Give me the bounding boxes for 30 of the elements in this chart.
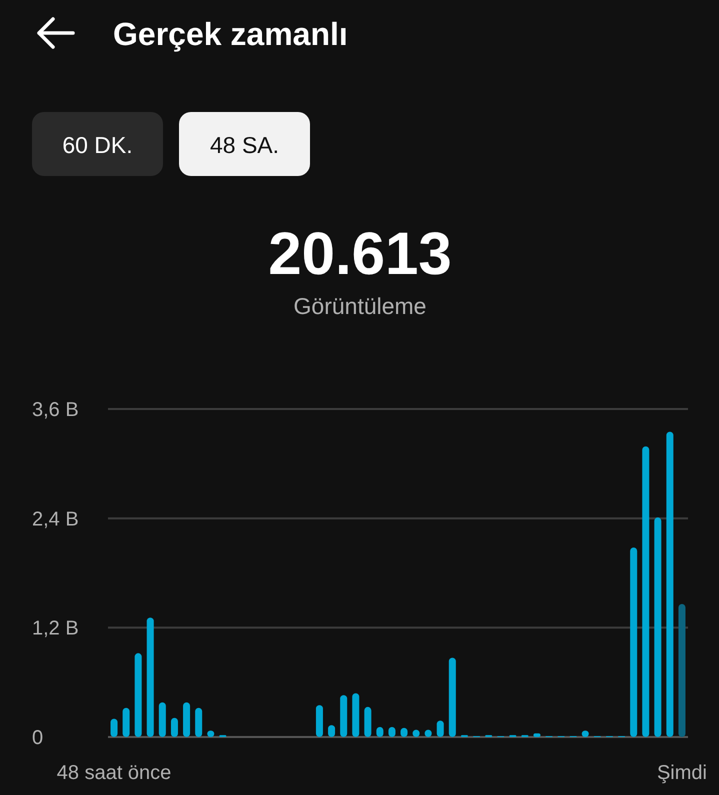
bar <box>642 446 650 737</box>
y-tick-label: 3,6 B <box>32 399 79 421</box>
bar <box>134 653 142 737</box>
bar <box>340 695 348 737</box>
chart-subtitle: Görüntüleme <box>294 293 426 319</box>
bar <box>364 706 372 737</box>
bar <box>195 708 202 737</box>
bar <box>448 658 456 737</box>
chart-title: Gerçek zamanlı <box>113 16 348 52</box>
x-tick-label: Şimdi <box>656 762 707 784</box>
tab-button: 60 DK. <box>32 112 163 176</box>
y-tick-label: 1,2 B <box>32 618 79 640</box>
bar <box>666 432 674 737</box>
bar <box>654 517 662 737</box>
x-tick-label: 48 saat önce <box>56 762 172 784</box>
bar <box>678 604 686 737</box>
bar <box>316 705 323 737</box>
bar <box>122 708 130 737</box>
bar <box>352 693 360 737</box>
tab-button: 48 SA. <box>179 112 310 176</box>
bar <box>630 547 638 737</box>
bar <box>158 702 166 737</box>
y-tick-label: 2,4 B <box>32 508 79 530</box>
bar <box>183 702 190 737</box>
bar <box>110 718 118 737</box>
bar <box>436 720 444 737</box>
text: 20.613 <box>268 220 452 287</box>
bar <box>170 718 178 737</box>
y-tick-label: 0 <box>32 727 44 749</box>
bar <box>146 618 154 737</box>
